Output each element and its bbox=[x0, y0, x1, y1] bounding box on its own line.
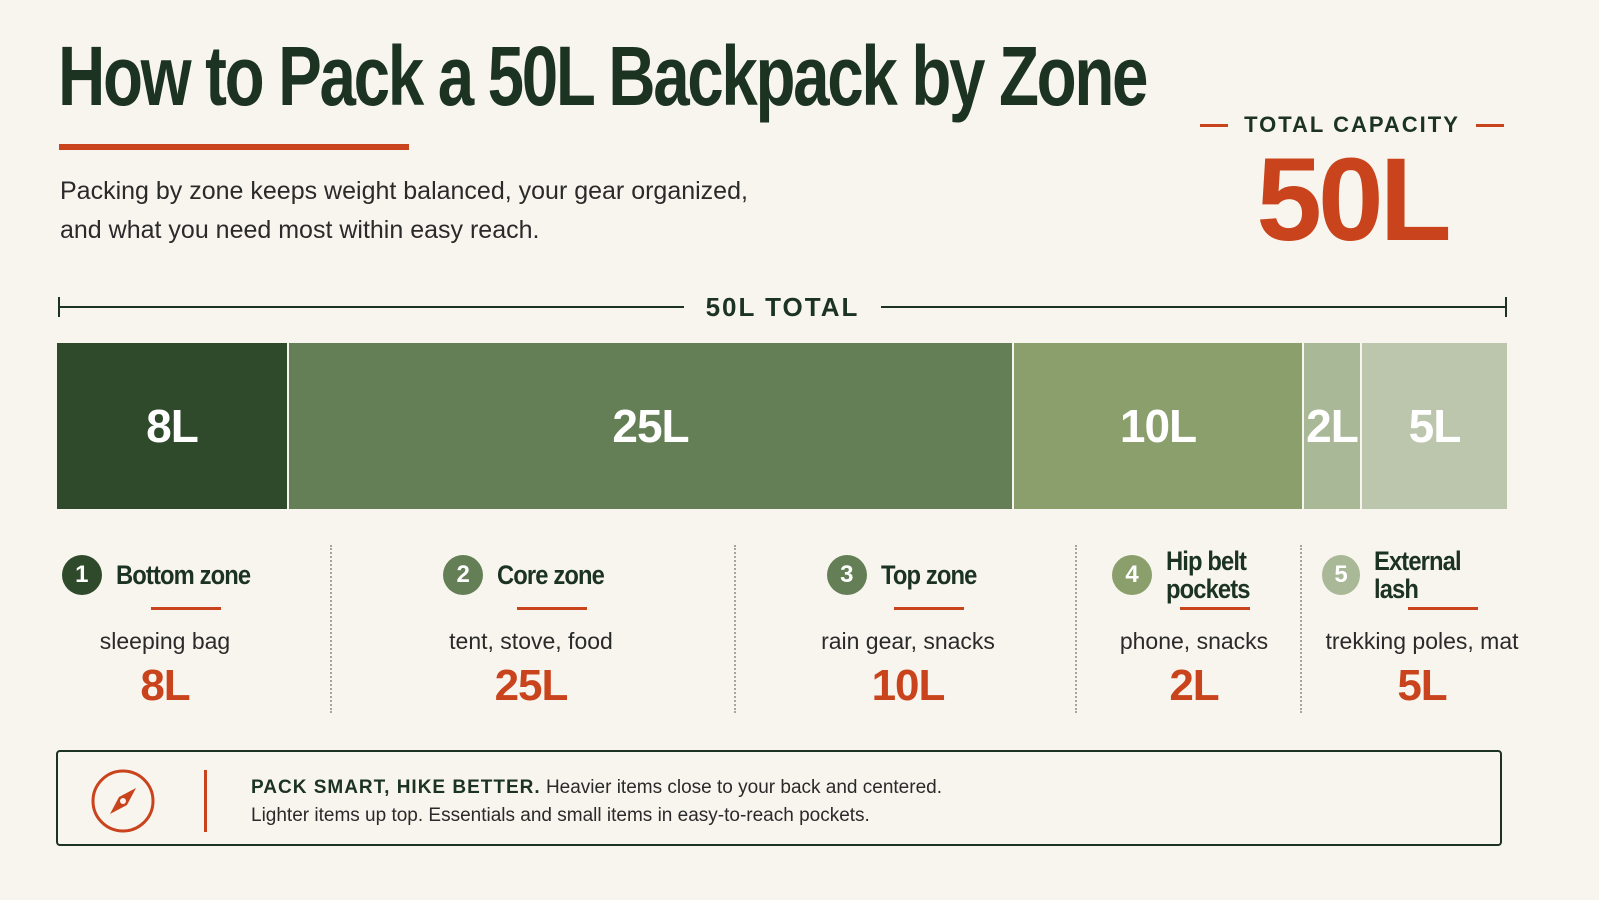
tip-line-2: Lighter items up top. Essentials and sma… bbox=[251, 805, 870, 826]
zone-4: 4 Hip belt pockets phone, snacks 2L bbox=[1094, 545, 1294, 715]
bar-segment-2: 25L bbox=[289, 343, 1014, 509]
tip-heading: PACK SMART, HIKE BETTER. bbox=[251, 777, 541, 798]
zone-header: 3 Top zone bbox=[826, 545, 989, 605]
capacity-label: TOTAL CAPACITY bbox=[1196, 112, 1508, 138]
capacity-value: 50L bbox=[1256, 134, 1451, 266]
zone-2: 2 Core zone tent, stove, food 25L bbox=[381, 545, 681, 715]
zone-volume: 8L bbox=[140, 661, 190, 710]
bar-segment-1: 8L bbox=[57, 343, 289, 509]
subtitle: Packing by zone keeps weight balanced, y… bbox=[60, 172, 820, 250]
zone-items: tent, stove, food bbox=[449, 628, 613, 654]
zone-items: rain gear, snacks bbox=[821, 628, 995, 654]
zone-number-badge: 3 bbox=[826, 555, 867, 595]
zone-underline bbox=[1408, 607, 1478, 610]
bar-segment-4: 2L bbox=[1304, 343, 1362, 509]
dash-left bbox=[1200, 123, 1229, 127]
zone-underline bbox=[517, 607, 587, 610]
subtitle-line-2: and what you need most within easy reach… bbox=[60, 216, 540, 244]
tip-separator bbox=[204, 770, 207, 832]
compass-icon bbox=[91, 769, 155, 833]
bar-segment-label: 5L bbox=[1408, 400, 1462, 452]
bar-segment-5: 5L bbox=[1362, 343, 1507, 509]
zone-volume: 5L bbox=[1397, 661, 1447, 710]
zone-volume: 25L bbox=[494, 661, 569, 710]
zone-3: 3 Top zone rain gear, snacks 10L bbox=[758, 545, 1058, 715]
zone-title: Bottom zone bbox=[115, 560, 251, 590]
zone-underline bbox=[151, 607, 221, 610]
zone-items: phone, snacks bbox=[1119, 628, 1269, 654]
zone-divider bbox=[330, 545, 332, 713]
bar-segment-label: 8L bbox=[146, 400, 199, 452]
zone-items: sleeping bag bbox=[99, 628, 231, 654]
zone-title: External lash bbox=[1374, 546, 1462, 604]
zone-1: 1 Bottom zone sleeping bag 8L bbox=[45, 545, 285, 715]
zone-header: 2 Core zone bbox=[443, 545, 619, 605]
zone-number-badge: 1 bbox=[61, 555, 102, 595]
title-underline bbox=[59, 144, 409, 150]
zone-volume: 2L bbox=[1169, 661, 1219, 710]
bracket-tick-right bbox=[1505, 297, 1507, 317]
zone-title: Top zone bbox=[880, 560, 977, 590]
zone-title: Hip belt pockets bbox=[1166, 546, 1251, 604]
zone-number-badge: 2 bbox=[443, 555, 484, 595]
zone-header: 1 Bottom zone bbox=[61, 545, 268, 605]
zone-volume: 10L bbox=[871, 661, 946, 710]
total-label: 50L TOTAL bbox=[683, 292, 882, 322]
bar-segment-label: 2L bbox=[1306, 400, 1359, 452]
tip-text: PACK SMART, HIKE BETTER. Heavier items c… bbox=[251, 774, 942, 830]
zone-number-badge: 5 bbox=[1322, 555, 1361, 595]
zone-title: Core zone bbox=[497, 560, 605, 590]
capacity-label-text: TOTAL CAPACITY bbox=[1244, 112, 1460, 137]
bar-segment-label: 10L bbox=[1119, 400, 1197, 452]
zone-header: 4 Hip belt pockets bbox=[1112, 545, 1276, 605]
zone-divider bbox=[1075, 545, 1077, 713]
tip-box: PACK SMART, HIKE BETTER. Heavier items c… bbox=[56, 750, 1502, 846]
zone-underline bbox=[894, 607, 964, 610]
subtitle-line-1: Packing by zone keeps weight balanced, y… bbox=[60, 177, 748, 205]
bar-segment-label: 25L bbox=[612, 400, 689, 452]
zone-number-badge: 4 bbox=[1112, 555, 1152, 595]
total-bracket: 50L TOTAL bbox=[58, 292, 1507, 322]
total-label-wrap: 50L TOTAL bbox=[58, 292, 1507, 323]
capacity-bar-chart: 8L 25L 10L 2L 5L bbox=[57, 343, 1507, 509]
zone-divider bbox=[1300, 545, 1302, 713]
zone-header: 5 External lash bbox=[1322, 545, 1522, 605]
zone-divider bbox=[734, 545, 736, 713]
dash-right bbox=[1475, 123, 1504, 127]
tip-line-1: Heavier items close to your back and cen… bbox=[545, 777, 942, 798]
bar-segment-3: 10L bbox=[1014, 343, 1304, 509]
zone-underline bbox=[1180, 607, 1250, 610]
zone-items: trekking poles, mat bbox=[1325, 628, 1519, 654]
zone-5: 5 External lash trekking poles, mat 5L bbox=[1322, 545, 1522, 715]
page-title: How to Pack a 50L Backpack by Zone bbox=[58, 29, 1148, 123]
